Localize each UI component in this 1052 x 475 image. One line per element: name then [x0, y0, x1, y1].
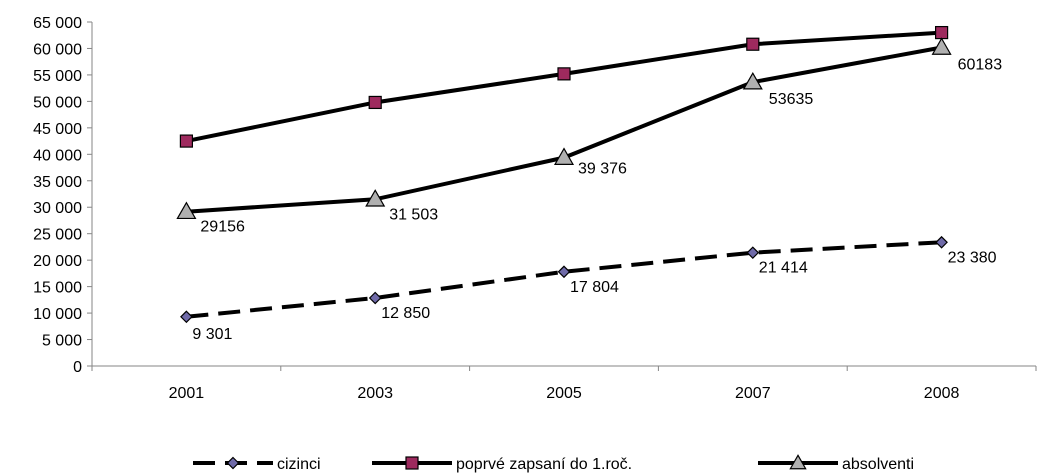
y-tick-label: 40 000 — [33, 147, 82, 164]
data-point-2-4 — [931, 37, 952, 55]
data-point-0-2 — [557, 265, 571, 279]
y-tick-label: 60 000 — [33, 41, 82, 58]
y-tick-label: 65 000 — [33, 15, 82, 32]
y-tick-label: 20 000 — [33, 253, 82, 270]
y-tick-label: 15 000 — [33, 280, 82, 297]
data-point-1-1 — [368, 95, 382, 110]
x-tick-label: 2005 — [546, 385, 582, 402]
data-label-0-4: 23 380 — [948, 249, 997, 266]
y-tick-label: 10 000 — [33, 306, 82, 323]
x-tick-label: 2008 — [924, 385, 960, 402]
data-labels: 9 301 12 850 17 804 21 414 23 380 29156 31 503… — [192, 56, 1002, 342]
y-tick-label: 35 000 — [33, 174, 82, 191]
series-line-1 — [185, 30, 942, 144]
legend-label-2: absolventi — [842, 456, 914, 473]
data-point-1-4 — [934, 25, 949, 40]
data-point-1-3 — [746, 37, 760, 51]
data-label-2-0: 29156 — [200, 219, 245, 236]
y-tick-labels: 0 5 000 10 000 15 000 20 000 25 000 30 000 35 0… — [33, 15, 82, 376]
y-tick-label: 45 000 — [33, 121, 82, 138]
data-point-0-0 — [180, 310, 193, 324]
data-label-2-2: 39 376 — [578, 161, 627, 178]
data-point-2-3 — [742, 71, 763, 90]
y-tick-label: 0 — [73, 359, 82, 376]
data-point-0-3 — [746, 246, 760, 260]
y-tick-label: 25 000 — [33, 227, 82, 244]
data-point-0-1 — [368, 291, 382, 305]
x-tick-label: 2007 — [735, 385, 771, 402]
data-point-1-2 — [557, 67, 571, 81]
y-tick-label: 50 000 — [33, 94, 82, 111]
x-tick-label: 2003 — [357, 385, 393, 402]
data-label-2-3: 53635 — [769, 91, 814, 108]
data-point-2-1 — [365, 189, 386, 207]
legend-label-1: poprvé zapsaní do 1.roč. — [456, 456, 632, 473]
legend-marker-2 — [789, 454, 807, 470]
data-label-0-1: 12 850 — [381, 305, 430, 322]
data-label-0-3: 21 414 — [759, 260, 808, 277]
data-point-0-4 — [935, 235, 948, 249]
legend-marker-1 — [405, 456, 419, 470]
y-tick-label: 30 000 — [33, 200, 82, 217]
data-label-0-0: 9 301 — [192, 326, 232, 343]
data-label-2-1: 31 503 — [389, 206, 438, 223]
legend-label-0: cizinci — [277, 456, 321, 473]
data-point-1-0 — [179, 134, 193, 148]
axes — [87, 21, 1037, 371]
legend: cizinci poprvé zapsaní do 1.roč. absolvent… — [193, 454, 914, 473]
x-tick-label: 2001 — [169, 385, 205, 402]
series-markers — [176, 25, 952, 324]
series-line-0 — [186, 240, 942, 319]
data-point-2-2 — [553, 147, 575, 165]
data-label-2-4: 60183 — [958, 56, 1003, 73]
data-label-0-2: 17 804 — [570, 279, 619, 296]
legend-marker-0 — [226, 456, 240, 470]
y-tick-label: 55 000 — [33, 68, 82, 85]
data-point-2-0 — [176, 201, 197, 220]
y-tick-label: 5 000 — [42, 333, 82, 350]
x-tick-labels: 2001 2003 2005 2007 2008 — [169, 385, 960, 402]
